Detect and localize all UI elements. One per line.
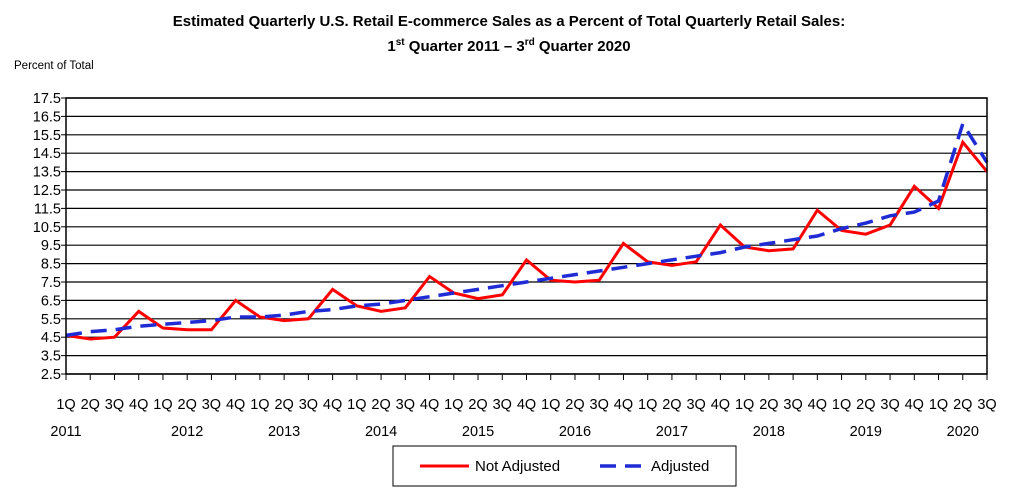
y-tick-label: 4.5: [41, 330, 61, 346]
x-tick-label: 3Q: [105, 397, 124, 413]
x-tick-label: 1Q: [541, 397, 560, 413]
x-tick-label: 4Q: [129, 397, 148, 413]
x-tick-label: 1Q: [444, 397, 463, 413]
x-tick-label: 4Q: [226, 397, 245, 413]
x-year-label: 2018: [753, 424, 785, 440]
x-tick-label: 4Q: [323, 397, 342, 413]
grid: [66, 97, 987, 375]
x-tick-label: 2Q: [953, 397, 972, 413]
x-tick-label: 4Q: [420, 397, 439, 413]
x-tick-label: 2Q: [274, 397, 293, 413]
series-lines: [65, 119, 989, 341]
x-tick-label: 2Q: [759, 397, 778, 413]
y-axis-label: Percent of Total: [14, 60, 94, 72]
x-tick-label: 2Q: [565, 397, 584, 413]
x-tick-label: 3Q: [590, 397, 609, 413]
chart-subtitle: 1st Quarter 2011 – 3rd Quarter 2020: [387, 37, 630, 55]
x-tick-label: 1Q: [56, 397, 75, 413]
x-year-label: 2020: [947, 424, 979, 440]
subtitle-part2: Quarter 2011 – 3: [405, 38, 525, 55]
legend-label-adjusted: Adjusted: [651, 458, 709, 475]
x-tick-label: 1Q: [735, 397, 754, 413]
x-year-label: 2011: [50, 424, 81, 440]
x-year-label: 2012: [171, 424, 203, 440]
x-year-label: 2016: [559, 424, 591, 440]
y-tick-label: 17.5: [33, 91, 61, 107]
x-tick-label: 4Q: [808, 397, 827, 413]
x-tick-label: 4Q: [905, 397, 924, 413]
subtitle-sup2: rd: [525, 37, 535, 48]
y-tick-label: 10.5: [33, 220, 61, 236]
y-tick-label: 7.5: [41, 275, 61, 291]
x-tick-label: 2Q: [371, 397, 390, 413]
x-axis-ticks: 1Q 2Q 3Q 4Q 1Q 2Q 3Q 4Q 1Q 2Q 3Q 4Q 1Q 2Q 3Q 4Q 1Q 2Q 3Q 4Q…: [50, 374, 997, 440]
chart-title: Estimated Quarterly U.S. Retail E-commer…: [173, 13, 846, 30]
x-tick-label: 3Q: [396, 397, 415, 413]
x-tick-label: 3Q: [299, 397, 318, 413]
x-tick-label: 1Q: [153, 397, 172, 413]
x-tick-label: 4Q: [614, 397, 633, 413]
x-tick-label: 3Q: [977, 397, 996, 413]
x-tick-label: 1Q: [832, 397, 851, 413]
y-tick-label: 16.5: [33, 109, 61, 125]
y-tick-label: 12.5: [33, 183, 61, 199]
y-tick-label: 11.5: [34, 201, 61, 217]
legend: Not Adjusted Adjusted: [392, 445, 737, 487]
x-tick-label: 4Q: [711, 397, 730, 413]
x-tick-label: 1Q: [347, 397, 366, 413]
x-tick-label: 2Q: [662, 397, 681, 413]
x-tick-label: 3Q: [493, 397, 512, 413]
y-tick-label: 15.5: [33, 128, 61, 144]
x-tick-label: 3Q: [202, 397, 221, 413]
x-tick-label: 4Q: [517, 397, 536, 413]
y-tick-label: 13.5: [33, 165, 61, 181]
x-year-label: 2017: [656, 424, 688, 440]
y-tick-label: 14.5: [33, 146, 61, 162]
x-tick-label: 3Q: [686, 397, 705, 413]
x-year-label: 2013: [268, 424, 300, 440]
y-tick-label: 6.5: [41, 293, 61, 309]
x-tick-label: 2Q: [468, 397, 487, 413]
x-tick-label: 3Q: [880, 397, 899, 413]
plot-frame: [65, 97, 988, 375]
subtitle-sup1: st: [396, 37, 406, 48]
x-tick-label: 3Q: [783, 397, 802, 413]
x-year-label: 2019: [850, 424, 882, 440]
y-tick-label: 5.5: [41, 312, 61, 328]
x-year-label: 2015: [462, 424, 494, 440]
subtitle-part3: Quarter 2020: [535, 38, 631, 55]
y-tick-label: 2.5: [41, 367, 61, 383]
y-axis-ticks: 2.5 3.5 4.5 5.5 6.5 7.5 8.5 9.5 10.5 11.5 12.5 13.5…: [33, 91, 66, 383]
subtitle-part1: 1: [387, 38, 395, 55]
x-tick-label: 2Q: [856, 397, 875, 413]
y-tick-label: 8.5: [41, 257, 61, 273]
x-tick-label: 1Q: [250, 397, 269, 413]
series-line-adjusted: [65, 119, 989, 338]
x-tick-label: 2Q: [178, 397, 197, 413]
x-tick-label: 1Q: [929, 397, 948, 413]
x-tick-label: 1Q: [638, 397, 657, 413]
x-tick-label: 2Q: [81, 397, 100, 413]
legend-label-not-adjusted: Not Adjusted: [475, 458, 560, 475]
y-tick-label: 3.5: [41, 349, 61, 365]
y-tick-label: 9.5: [41, 238, 61, 254]
x-year-label: 2014: [365, 424, 397, 440]
